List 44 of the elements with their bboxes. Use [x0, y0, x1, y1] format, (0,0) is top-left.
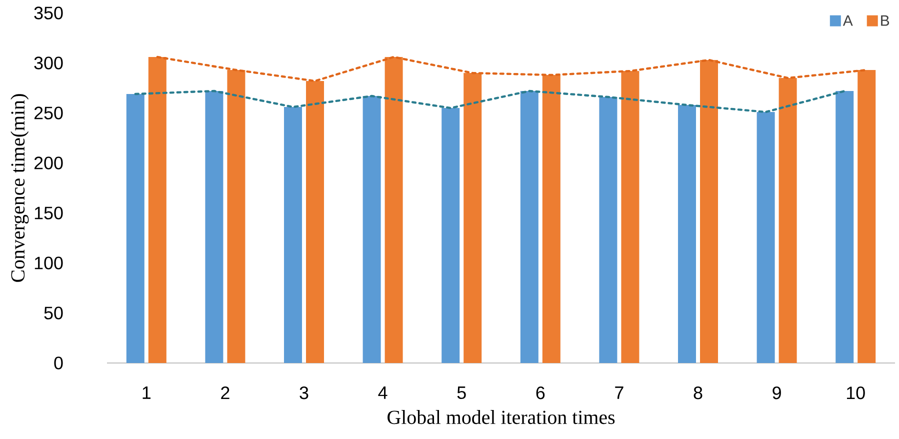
y-tick-label: 50	[44, 306, 63, 320]
bar	[284, 107, 302, 363]
bar	[227, 70, 246, 363]
y-tick-label: 150	[34, 206, 63, 220]
y-tick-label: 100	[34, 256, 63, 270]
bar	[464, 73, 482, 363]
bar	[126, 94, 144, 363]
line-series	[134, 90, 846, 114]
bar	[700, 60, 718, 363]
line-series	[156, 56, 868, 82]
bar	[442, 108, 460, 363]
x-tick-label: 2	[221, 386, 230, 400]
x-tick-label: 8	[694, 386, 702, 400]
x-tick-label: 4	[378, 386, 388, 399]
bar	[858, 70, 876, 363]
x-tick-label: 9	[772, 386, 781, 400]
bar	[205, 91, 224, 363]
x-tick-label: 6	[536, 386, 545, 400]
bar	[520, 91, 538, 363]
x-tick-label: 3	[300, 386, 308, 400]
x-tick-label: 10	[846, 386, 865, 400]
y-tick-label: 250	[34, 106, 63, 120]
bar	[621, 71, 640, 363]
x-tick-label: 1	[142, 386, 151, 399]
bar	[836, 91, 854, 363]
y-tick-label: 0	[54, 356, 63, 370]
bar	[678, 105, 696, 363]
x-tick-label: 5	[457, 386, 466, 400]
bar	[542, 75, 560, 363]
bar	[384, 57, 403, 363]
bar	[306, 81, 324, 363]
x-axis-title: Global model iteration times	[388, 410, 615, 424]
legend-label: A	[842, 15, 853, 26]
bar	[599, 97, 618, 363]
y-tick-label: 350	[34, 6, 63, 20]
x-tick-label: 7	[615, 386, 624, 399]
bar	[778, 78, 797, 363]
bar	[362, 96, 381, 363]
y-axis-title: Convergence time(min)	[10, 94, 29, 282]
legend-label: B	[881, 15, 890, 26]
y-tick-label: 300	[34, 56, 63, 70]
bar	[148, 57, 166, 363]
bar	[756, 112, 775, 363]
y-tick-label: 200	[34, 156, 63, 170]
